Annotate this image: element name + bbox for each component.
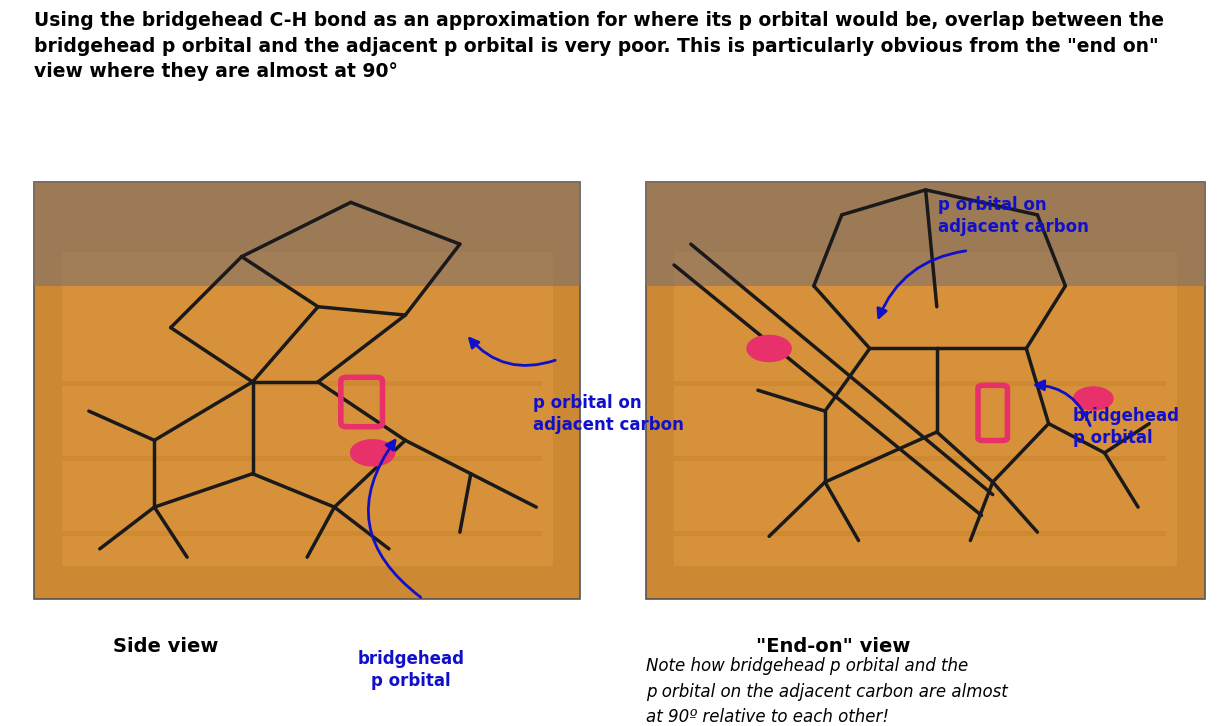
Bar bbox=[674, 381, 1166, 386]
Bar bbox=[34, 182, 580, 599]
Circle shape bbox=[1074, 387, 1113, 410]
Text: Using the bridgehead C-H bond as an approximation for where its p orbital would : Using the bridgehead C-H bond as an appr… bbox=[34, 11, 1165, 81]
Text: p orbital on
adjacent carbon: p orbital on adjacent carbon bbox=[533, 393, 684, 434]
Bar bbox=[646, 182, 1205, 286]
Text: p orbital on
adjacent carbon: p orbital on adjacent carbon bbox=[938, 196, 1089, 236]
Circle shape bbox=[747, 335, 791, 362]
Bar bbox=[34, 182, 580, 286]
Text: "End-on" view: "End-on" view bbox=[756, 637, 911, 656]
Bar bbox=[674, 531, 1166, 537]
Bar bbox=[646, 182, 1205, 599]
Text: Note how bridgehead p orbital and the
p orbital on the adjacent carbon are almos: Note how bridgehead p orbital and the p … bbox=[646, 657, 1008, 726]
Bar bbox=[61, 456, 542, 461]
Bar bbox=[674, 253, 1177, 566]
Bar bbox=[61, 381, 542, 386]
Text: bridgehead
p orbital: bridgehead p orbital bbox=[357, 650, 465, 690]
Circle shape bbox=[351, 440, 395, 466]
Text: bridgehead
p orbital: bridgehead p orbital bbox=[1073, 407, 1179, 446]
Bar bbox=[674, 456, 1166, 461]
Bar bbox=[61, 531, 542, 537]
Text: Side view: Side view bbox=[113, 637, 218, 656]
Bar bbox=[61, 253, 553, 566]
